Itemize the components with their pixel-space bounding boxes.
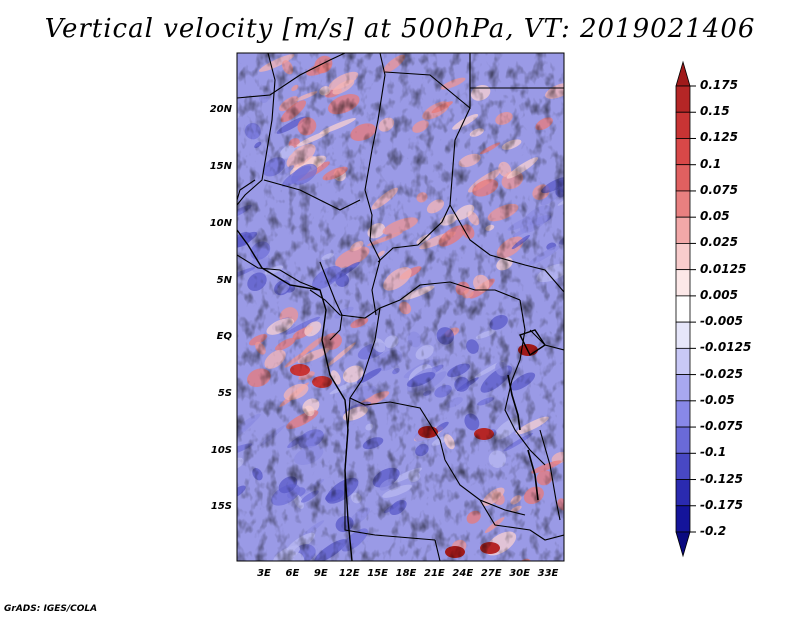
border-line: [434, 539, 441, 561]
colorbar-label: -0.0125: [700, 340, 752, 355]
lon-label: 27E: [480, 568, 502, 579]
lat-label: 20N: [209, 104, 232, 115]
colorbar-segment: [675, 85, 691, 113]
descent-patch: [192, 249, 227, 274]
colorbar-label: -0.005: [700, 314, 743, 329]
lat-label: EQ: [216, 331, 232, 342]
plot-frame: [236, 52, 565, 562]
colorbar-label: 0.05: [700, 209, 730, 224]
lat-label: 15N: [209, 161, 232, 172]
colorbar-segment: [675, 111, 691, 139]
border-line: [479, 499, 564, 541]
colorbar-label: -0.025: [700, 366, 743, 381]
lon-label: 6E: [285, 568, 300, 579]
lon-label: 18E: [395, 568, 417, 579]
colorbar-label: 0.025: [700, 235, 738, 250]
descent-patch: [567, 221, 606, 240]
colorbar-segment: [675, 321, 691, 349]
colorbar-label: -0.125: [700, 471, 743, 486]
border-line: [539, 429, 561, 521]
border-line: [237, 53, 346, 99]
colorbar-segment: [675, 243, 691, 271]
descent-patch: [201, 200, 226, 217]
colorbar-top-arrow: [675, 60, 691, 87]
lon-label: 21E: [424, 568, 445, 579]
descent-patch: [562, 190, 580, 206]
border-line: [237, 179, 256, 201]
lake-victoria: [519, 329, 546, 357]
colorbar-label: 0.0125: [700, 261, 747, 276]
descent-patch: [573, 190, 601, 210]
heatmap-field: [192, 53, 613, 561]
lon-label: 9E: [313, 568, 328, 579]
colorbar-label: 0.125: [700, 130, 738, 145]
colorbar-label: -0.05: [700, 392, 735, 407]
coastline: [237, 229, 353, 561]
descent-patch: [572, 265, 592, 283]
colorbar-label: -0.175: [700, 497, 743, 512]
colorbar-segment: [675, 479, 691, 507]
chart-title: Vertical velocity [m/s] at 500hPa, VT: 2…: [44, 14, 756, 44]
colorbar: [675, 60, 696, 558]
colorbar-segment: [675, 452, 691, 480]
border-line: [364, 53, 386, 316]
country-borders: [237, 53, 564, 561]
border-line: [263, 179, 361, 211]
lat-label: 10N: [209, 218, 232, 229]
lon-label: 12E: [338, 568, 360, 579]
grads-credit: GrADS: IGES/COLA: [4, 604, 98, 614]
colorbar-label: 0.005: [700, 287, 738, 302]
colorbar-label: 0.175: [700, 78, 738, 92]
colorbar-segment: [675, 505, 691, 533]
colorbar-label: -0.1: [700, 445, 727, 460]
colorbar-segment: [675, 426, 691, 454]
descent-patch: [569, 187, 584, 199]
colorbar-segment: [675, 164, 691, 192]
lake-tanganyika: [507, 374, 521, 431]
colorbar-label: 0.15: [700, 104, 730, 119]
colorbar-bottom-arrow: [675, 531, 691, 558]
lat-label: 5N: [216, 275, 232, 286]
lon-label: 30E: [509, 568, 530, 579]
lon-label: 15E: [367, 568, 388, 579]
colorbar-segment: [675, 216, 691, 244]
colorbar-segment: [675, 347, 691, 375]
border-line: [309, 289, 341, 316]
border-line: [349, 307, 446, 461]
descent-patch: [574, 187, 613, 213]
colorbar-label: 0.1: [700, 156, 722, 171]
colorbar-label: -0.075: [700, 419, 743, 434]
colorbar-label: -0.2: [700, 524, 727, 538]
lat-label: 15S: [210, 501, 232, 512]
colorbar-segment: [675, 374, 691, 402]
border-line: [237, 254, 321, 291]
descent-patch: [211, 94, 222, 104]
colorbar-segment: [675, 138, 691, 166]
descent-patch: [195, 116, 235, 149]
ascent-patch: [569, 202, 592, 222]
border-line: [339, 281, 521, 319]
border-line: [449, 204, 564, 293]
lake-malawi: [527, 449, 539, 501]
descent-patch: [583, 194, 600, 210]
border-line: [237, 53, 276, 206]
lon-label: 33E: [537, 568, 559, 579]
lon-label: 24E: [452, 568, 474, 579]
descent-patch: [583, 208, 595, 221]
colorbar-segment: [675, 269, 691, 297]
colorbar-label: 0.075: [700, 182, 738, 197]
colorbar-segment: [675, 190, 691, 218]
colorbar-segment: [675, 295, 691, 323]
border-line: [504, 299, 546, 466]
lat-label: 5S: [217, 388, 232, 399]
border-line: [384, 53, 471, 110]
lat-label: 10S: [210, 445, 232, 456]
border-line: [377, 107, 471, 263]
colorbar-segment: [675, 400, 691, 428]
lon-label: 3E: [257, 568, 271, 579]
